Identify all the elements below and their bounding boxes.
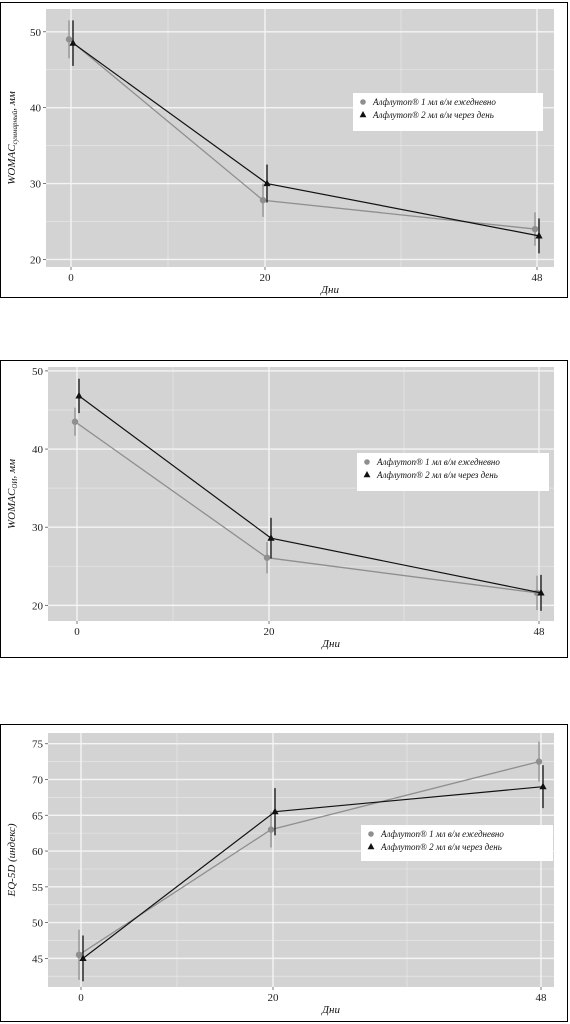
data-point	[535, 758, 543, 765]
y-tick-label: 65	[32, 810, 44, 822]
legend-box	[361, 825, 553, 861]
legend-key	[368, 831, 374, 837]
data-point	[267, 826, 275, 833]
data-point	[259, 197, 267, 204]
data-point	[267, 534, 275, 541]
data-point	[71, 418, 79, 425]
x-tick-label: 0	[74, 626, 80, 638]
chart-eq5d: 45 50 55 60 65 70 75 0 20 48 Дни EQ-5D (индекс) Алфл…	[6, 733, 554, 1016]
legend-label: Алфлутоп® 2 мл в/м через день	[376, 470, 498, 480]
data-point	[75, 391, 83, 399]
data-point	[271, 807, 279, 815]
data-point	[263, 554, 271, 561]
legend-key	[364, 459, 370, 465]
y-tick-label: 75	[32, 739, 44, 751]
legend-label: Алфлутоп® 2 мл в/м через день	[372, 110, 494, 120]
data-point	[75, 951, 83, 959]
x-tick-label: 48	[534, 626, 546, 638]
y-axis-title: WOMACОИ, мм	[6, 459, 19, 529]
legend: Алфлутоп® 1 мл в/м ежедневно Алфлутоп® 2 …	[361, 825, 553, 861]
data-point	[79, 954, 87, 961]
x-tick-label: 0	[68, 272, 74, 284]
data-point	[539, 782, 547, 790]
legend-label: Алфлутоп® 1 мл в/м ежедневно	[380, 829, 504, 839]
y-tick-label: 20	[32, 600, 44, 612]
legend-label: Алфлутоп® 2 мл в/м через день	[380, 842, 502, 852]
x-tick-label: 20	[264, 626, 276, 638]
y-tick-label: 30	[32, 522, 44, 534]
chart-womac-total: 20 30 40 50 0 20 48 Дни WOMACсуммарный, мм Алфлут…	[6, 9, 554, 296]
data-point	[531, 225, 539, 233]
x-tick-label: 0	[78, 992, 84, 1004]
x-axis-title: Дни	[321, 638, 340, 650]
y-tick-label: 55	[32, 882, 44, 894]
data-point	[69, 39, 77, 46]
legend-label: Алфлутоп® 1 мл в/м ежедневно	[372, 97, 496, 107]
y-tick-label: 70	[32, 775, 44, 787]
x-tick-label: 48	[536, 992, 548, 1004]
legend: Алфлутоп® 1 мл в/м ежедневно Алфлутоп® 2 …	[353, 93, 543, 131]
legend-key	[359, 111, 367, 118]
x-tick-label: 48	[532, 272, 544, 284]
y-tick-label: 40	[32, 444, 44, 456]
y-tick-label: 60	[32, 846, 44, 858]
chart-womac-oi-figure: 20 30 40 50 0 20 48 Дни WOMACОИ, мм Алфлутоп® 1 м…	[0, 360, 568, 658]
y-axis-title: EQ-5D (индекс)	[6, 823, 18, 897]
legend-label: Алфлутоп® 1 мл в/м ежедневно	[376, 457, 500, 467]
data-point	[65, 36, 73, 43]
y-tick-label: 40	[30, 103, 42, 115]
chart-womac-total-figure: 20 30 40 50 0 20 48 Дни WOMACсуммарный, мм Алфлут…	[0, 2, 568, 298]
legend-box	[353, 93, 543, 131]
y-tick-label: 45	[32, 953, 44, 965]
x-tick-label: 20	[260, 272, 272, 284]
legend-key	[363, 471, 371, 478]
data-point	[263, 179, 271, 187]
y-tick-label: 50	[30, 27, 42, 39]
data-point	[537, 588, 545, 596]
y-tick-label: 50	[32, 366, 44, 378]
chart-eq5d-figure: 45 50 55 60 65 70 75 0 20 48 Дни EQ-5D (индекс) Алфл…	[0, 724, 568, 1022]
plot-panel	[48, 367, 554, 621]
chart-womac-oi: 20 30 40 50 0 20 48 Дни WOMACОИ, мм Алфлутоп® 1 м…	[6, 366, 554, 650]
data-point	[535, 231, 543, 239]
legend-key	[367, 843, 375, 850]
legend-box	[357, 453, 549, 491]
y-axis-title: WOMACсуммарный, мм	[6, 91, 19, 185]
legend: Алфлутоп® 1 мл в/м ежедневно Алфлутоп® 2 …	[357, 453, 549, 491]
y-tick-label: 30	[30, 179, 42, 191]
plot-panel	[46, 9, 554, 267]
x-tick-label: 20	[268, 992, 280, 1004]
x-axis-title: Дни	[320, 284, 339, 296]
y-tick-label: 20	[30, 254, 42, 266]
x-axis-title: Дни	[321, 1004, 340, 1016]
y-tick-label: 50	[32, 918, 44, 930]
legend-key	[360, 99, 366, 105]
